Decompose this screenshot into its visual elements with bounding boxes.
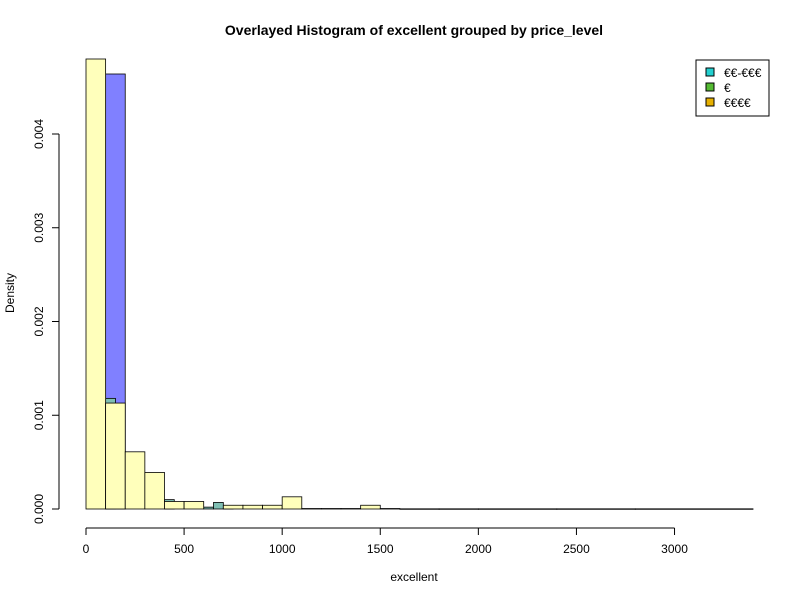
bar-series3-bin-14 bbox=[360, 504, 381, 510]
legend-swatch-3 bbox=[705, 97, 715, 107]
chart-title: Overlayed Histogram of excellent grouped… bbox=[225, 22, 603, 38]
legend-label-2: € bbox=[724, 81, 731, 95]
bar-series3-bin-2 bbox=[105, 402, 126, 510]
y-tick-label-5: 0.004 bbox=[32, 119, 46, 149]
bar-series3-bin-17 bbox=[438, 508, 479, 510]
x-axis: 0 500 1000 1500 2000 2500 3000 bbox=[83, 528, 688, 556]
bar-series2-bin-3 bbox=[203, 506, 214, 510]
y-axis-label: Density bbox=[3, 273, 17, 313]
y-axis: 0.000 0.001 0.002 0.003 0.004 bbox=[32, 119, 59, 524]
x-tick-label-7: 3000 bbox=[661, 542, 688, 556]
x-tick-label-4: 1500 bbox=[367, 542, 394, 556]
x-tick-label-1: 0 bbox=[83, 542, 90, 556]
bar-series3-bin-1 bbox=[85, 58, 107, 510]
bar-series2-bin-4 bbox=[213, 502, 224, 510]
bar-series3-bin-20 bbox=[634, 508, 754, 510]
bar-series3-bin-3 bbox=[124, 451, 146, 510]
legend-label-3: €€€€ bbox=[724, 96, 751, 110]
y-tick-label-2: 0.001 bbox=[32, 400, 46, 430]
bar-series3-bin-4 bbox=[144, 472, 165, 510]
bar-series3-bin-19 bbox=[556, 508, 636, 510]
y-tick-label-4: 0.003 bbox=[32, 212, 46, 242]
bar-series3-bin-11 bbox=[301, 508, 322, 510]
bars-layer bbox=[85, 58, 754, 510]
bar-series3-bin-7 bbox=[222, 504, 244, 510]
legend-swatch-2 bbox=[705, 82, 715, 92]
bar-series3-bin-13 bbox=[340, 508, 362, 510]
bar-series3-bin-12 bbox=[321, 508, 342, 510]
bar-series3-bin-8 bbox=[242, 504, 263, 510]
legend-label-1: €€-€€€ bbox=[724, 66, 762, 80]
bar-series3-bin-16 bbox=[399, 508, 440, 510]
y-tick-label-1: 0.000 bbox=[32, 494, 46, 524]
bar-series3-bin-10 bbox=[281, 496, 303, 510]
x-tick-label-2: 500 bbox=[174, 542, 194, 556]
bar-series3-bin-6 bbox=[183, 501, 205, 510]
bar-series3-bin-5 bbox=[164, 501, 185, 510]
y-tick-label-3: 0.002 bbox=[32, 306, 46, 336]
legend-swatch-1 bbox=[705, 67, 715, 77]
x-tick-label-3: 1000 bbox=[269, 542, 296, 556]
x-tick-label-6: 2500 bbox=[563, 542, 590, 556]
x-axis-label: excellent bbox=[390, 570, 438, 584]
bar-series3-bin-15 bbox=[379, 508, 401, 510]
x-tick-label-5: 2000 bbox=[465, 542, 492, 556]
bar-series3-bin-18 bbox=[477, 508, 558, 510]
legend: €€-€€€ € €€€€ bbox=[695, 59, 770, 117]
bar-series3-bin-9 bbox=[262, 504, 283, 510]
